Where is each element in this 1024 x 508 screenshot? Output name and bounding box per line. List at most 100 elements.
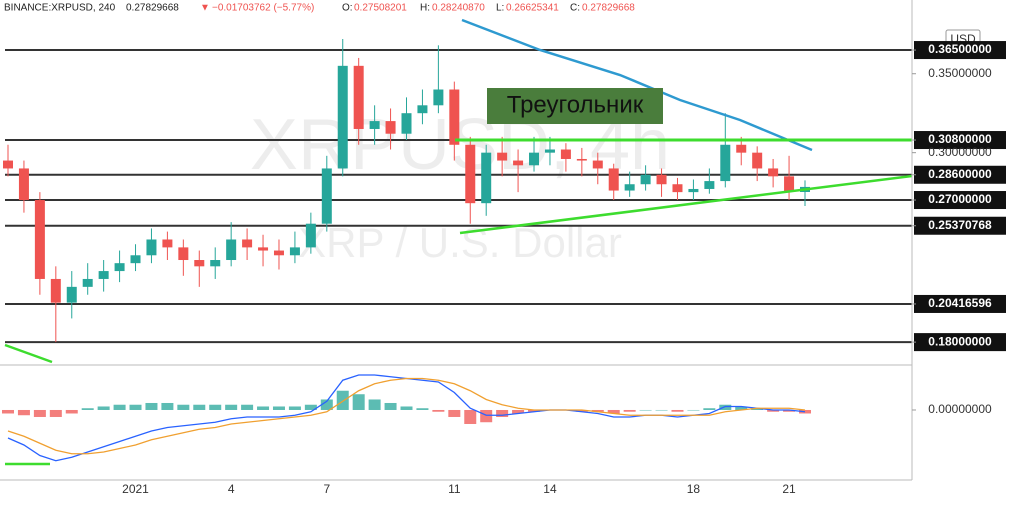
- candle-body: [481, 152, 492, 204]
- candle-body: [305, 223, 316, 248]
- y-tick-label: 0.30800000: [928, 132, 992, 146]
- candle-body: [66, 286, 77, 303]
- y-tick-label: 0.35000000: [928, 66, 992, 80]
- macd-histogram-bar: [719, 404, 732, 410]
- candle-body: [210, 260, 221, 267]
- high-label: H:: [420, 3, 430, 14]
- trend-line: [4, 343, 53, 364]
- candle-body: [50, 278, 61, 303]
- candle-body: [289, 247, 300, 256]
- macd-histogram-bar: [639, 409, 652, 411]
- candle-body: [656, 174, 667, 185]
- macd-histogram-bar: [735, 406, 748, 410]
- candle-body: [768, 168, 779, 177]
- close-label: C:: [570, 3, 580, 14]
- candle-body: [529, 152, 540, 166]
- y-tick-label: 0.30000000: [928, 145, 992, 159]
- macd-histogram-bar: [49, 409, 62, 417]
- macd-histogram-bar: [17, 409, 30, 416]
- macd-histogram-bar: [304, 404, 317, 410]
- price-label-box: [914, 333, 1006, 352]
- levels: [5, 49, 912, 344]
- candle-body: [465, 144, 476, 204]
- candle-body: [162, 239, 173, 248]
- candle-body: [273, 250, 284, 256]
- candle-body: [82, 278, 93, 287]
- macd-histogram-bar: [81, 408, 94, 410]
- macd-histogram-bar: [241, 404, 254, 410]
- candle-body: [688, 188, 699, 193]
- x-tick-label: 14: [543, 482, 557, 496]
- macd-histogram-bar: [129, 404, 142, 410]
- macd-histogram-bar: [687, 409, 700, 411]
- y-tick-label: 0.36500000: [928, 42, 992, 56]
- candle-body: [576, 158, 587, 161]
- macd-histogram-bar: [767, 409, 780, 412]
- macd-histogram-bar: [480, 409, 493, 423]
- macd-histogram-bar: [368, 399, 381, 410]
- macd-histogram-bar: [161, 402, 174, 410]
- macd-histogram-bar: [193, 404, 206, 410]
- candle-body: [146, 239, 157, 256]
- candle-body: [34, 200, 45, 279]
- open: 0.27508201: [354, 3, 407, 14]
- watermark-subtitle: XRP / U.S. Dollar: [298, 219, 622, 266]
- y-tick-label: 0.20416596: [928, 296, 992, 310]
- candle-body: [736, 144, 747, 153]
- candle-body: [560, 149, 571, 159]
- macd-histogram-bar: [655, 409, 668, 411]
- candle-body: [178, 247, 189, 261]
- macd-histogram-bar: [97, 406, 110, 410]
- candle-body: [242, 239, 253, 248]
- y-tick-label: 0.00000000: [928, 402, 992, 416]
- signal-line: [7, 377, 806, 455]
- x-tick-label: 7: [323, 482, 330, 496]
- candle-body: [449, 89, 460, 145]
- x-tick-label: 4: [228, 482, 235, 496]
- macd-histogram-bar: [528, 409, 541, 412]
- x-tick-label: 2021: [122, 482, 149, 496]
- price-label-box: [914, 216, 1006, 235]
- candle-body: [353, 65, 364, 129]
- header: BINANCE:XRPUSD, 240 0.27829668 ▼ −0.0170…: [4, 3, 635, 14]
- plot: [2, 38, 811, 462]
- moving-average: [461, 18, 813, 152]
- macd-histogram-bar: [336, 390, 349, 410]
- candle-body: [18, 168, 29, 201]
- annotation-box: [487, 88, 663, 124]
- candle-body: [433, 89, 444, 106]
- macd-histogram-bar: [209, 404, 222, 410]
- macd-histogram-bar: [591, 409, 604, 412]
- y-tick-label: 0.28600000: [928, 167, 992, 181]
- close: 0.27829668: [582, 3, 635, 14]
- x-tick-label: 11: [448, 482, 461, 496]
- annotation: Треугольник: [507, 91, 644, 118]
- macd-histogram-bar: [464, 409, 477, 424]
- macd-histogram-bar: [288, 406, 301, 410]
- low: 0.26625341: [506, 3, 559, 14]
- macd-histogram-bar: [623, 409, 636, 412]
- high: 0.28240870: [432, 3, 485, 14]
- macd-histogram-bar: [113, 404, 126, 410]
- candle-body: [544, 149, 555, 153]
- open-label: O:: [342, 3, 353, 14]
- macd-histogram-bar: [496, 409, 509, 417]
- y-tick-label: 0.27000000: [928, 192, 992, 206]
- candle-body: [226, 239, 237, 261]
- candle-body: [321, 168, 332, 224]
- price-label-box: [914, 294, 1006, 313]
- candle-body: [114, 263, 125, 272]
- price-label-box: [914, 41, 1006, 60]
- macd-histogram-bar: [607, 409, 620, 414]
- candle-body: [672, 184, 683, 193]
- y-tick-label: 0.18000000: [928, 334, 992, 348]
- candle-body: [720, 144, 731, 182]
- macd-histogram-bar: [448, 409, 461, 417]
- macd-histogram-bar: [400, 406, 413, 410]
- macd-histogram-bar: [352, 394, 365, 410]
- change: −0.01703762 (−5.77%): [212, 3, 314, 14]
- x-tick-label: 18: [687, 482, 701, 496]
- down-arrow: ▼: [200, 3, 210, 14]
- macd-histogram-bar: [145, 402, 158, 410]
